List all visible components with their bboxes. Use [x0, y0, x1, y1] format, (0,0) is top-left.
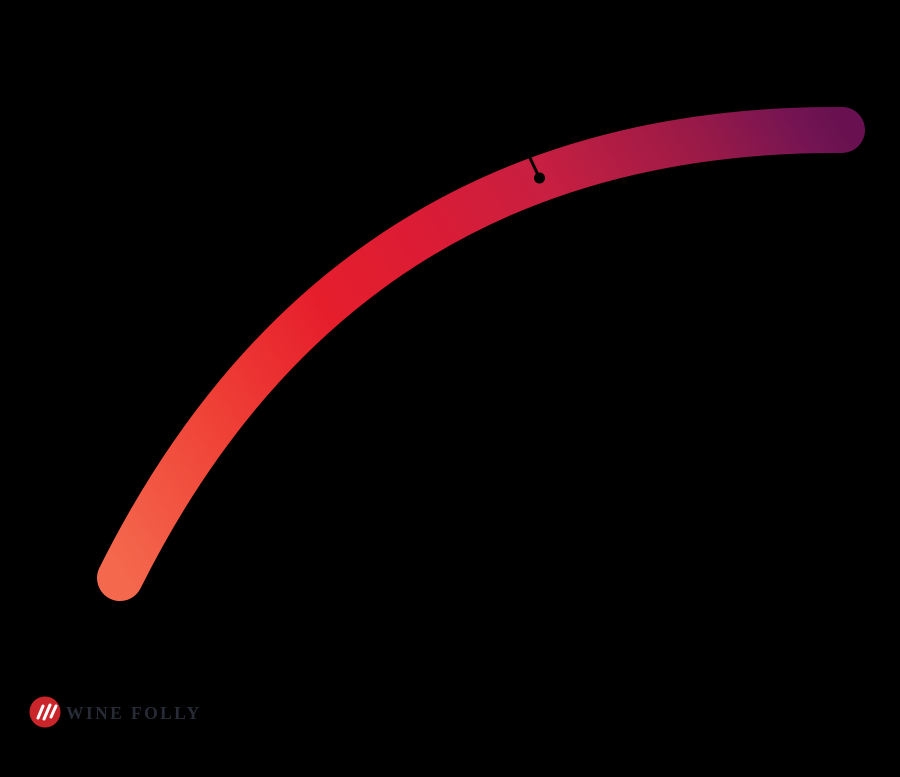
wine-folly-wordmark: WINE FOLLY: [66, 703, 202, 723]
marker-dot: [534, 172, 545, 184]
marker-pin-line: [521, 142, 541, 178]
wine-folly-icon: [29, 696, 61, 728]
wine-folly-icon-slashes: [36, 703, 58, 721]
logo-slash: [49, 704, 58, 719]
wine-folly-logo: WINE FOLLY: [29, 696, 202, 728]
gradient-ripeness-curve: [97, 106, 865, 601]
curve-point-marker: [521, 142, 545, 184]
logo-slash: [42, 703, 52, 721]
logo-slash: [36, 704, 45, 720]
